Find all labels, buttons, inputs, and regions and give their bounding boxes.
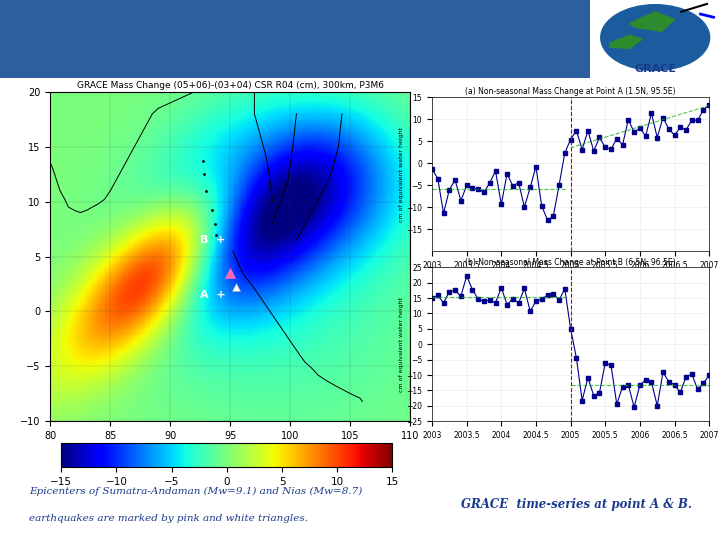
Text: Coseismic Deformation Estimate: Coseismic Deformation Estimate [103,15,487,35]
Circle shape [600,5,710,71]
Text: (cm water equivalent mass change): (cm water equivalent mass change) [158,49,433,64]
Y-axis label: cm of equivalent water height: cm of equivalent water height [398,126,403,222]
Text: GRACE  time-series at point A & B.: GRACE time-series at point A & B. [461,498,692,511]
Title: (b) Non-seasonal Mass Change at Point B (6.5N, 96.5E): (b) Non-seasonal Mass Change at Point B … [465,258,676,267]
Y-axis label: cm of equivalent water height: cm of equivalent water height [398,296,403,392]
Polygon shape [629,12,675,31]
Title: (a) Non-seasonal Mass Change at Point A (1.5N, 95.5E): (a) Non-seasonal Mass Change at Point A … [465,87,676,97]
Text: GRACE: GRACE [634,64,676,75]
Polygon shape [610,35,642,49]
Text: earthquakes are marked by pink and white triangles.: earthquakes are marked by pink and white… [29,514,308,523]
Text: B  +: B + [199,235,225,245]
Title: GRACE Mass Change (05+06)-(03+04) CSR R04 (cm), 300km, P3M6: GRACE Mass Change (05+06)-(03+04) CSR R0… [77,80,384,90]
Text: Epicenters of Sumatra-Andaman (Mw=9.1) and Nias (Mw=8.7): Epicenters of Sumatra-Andaman (Mw=9.1) a… [29,487,362,496]
Text: A  +: A + [199,290,225,300]
